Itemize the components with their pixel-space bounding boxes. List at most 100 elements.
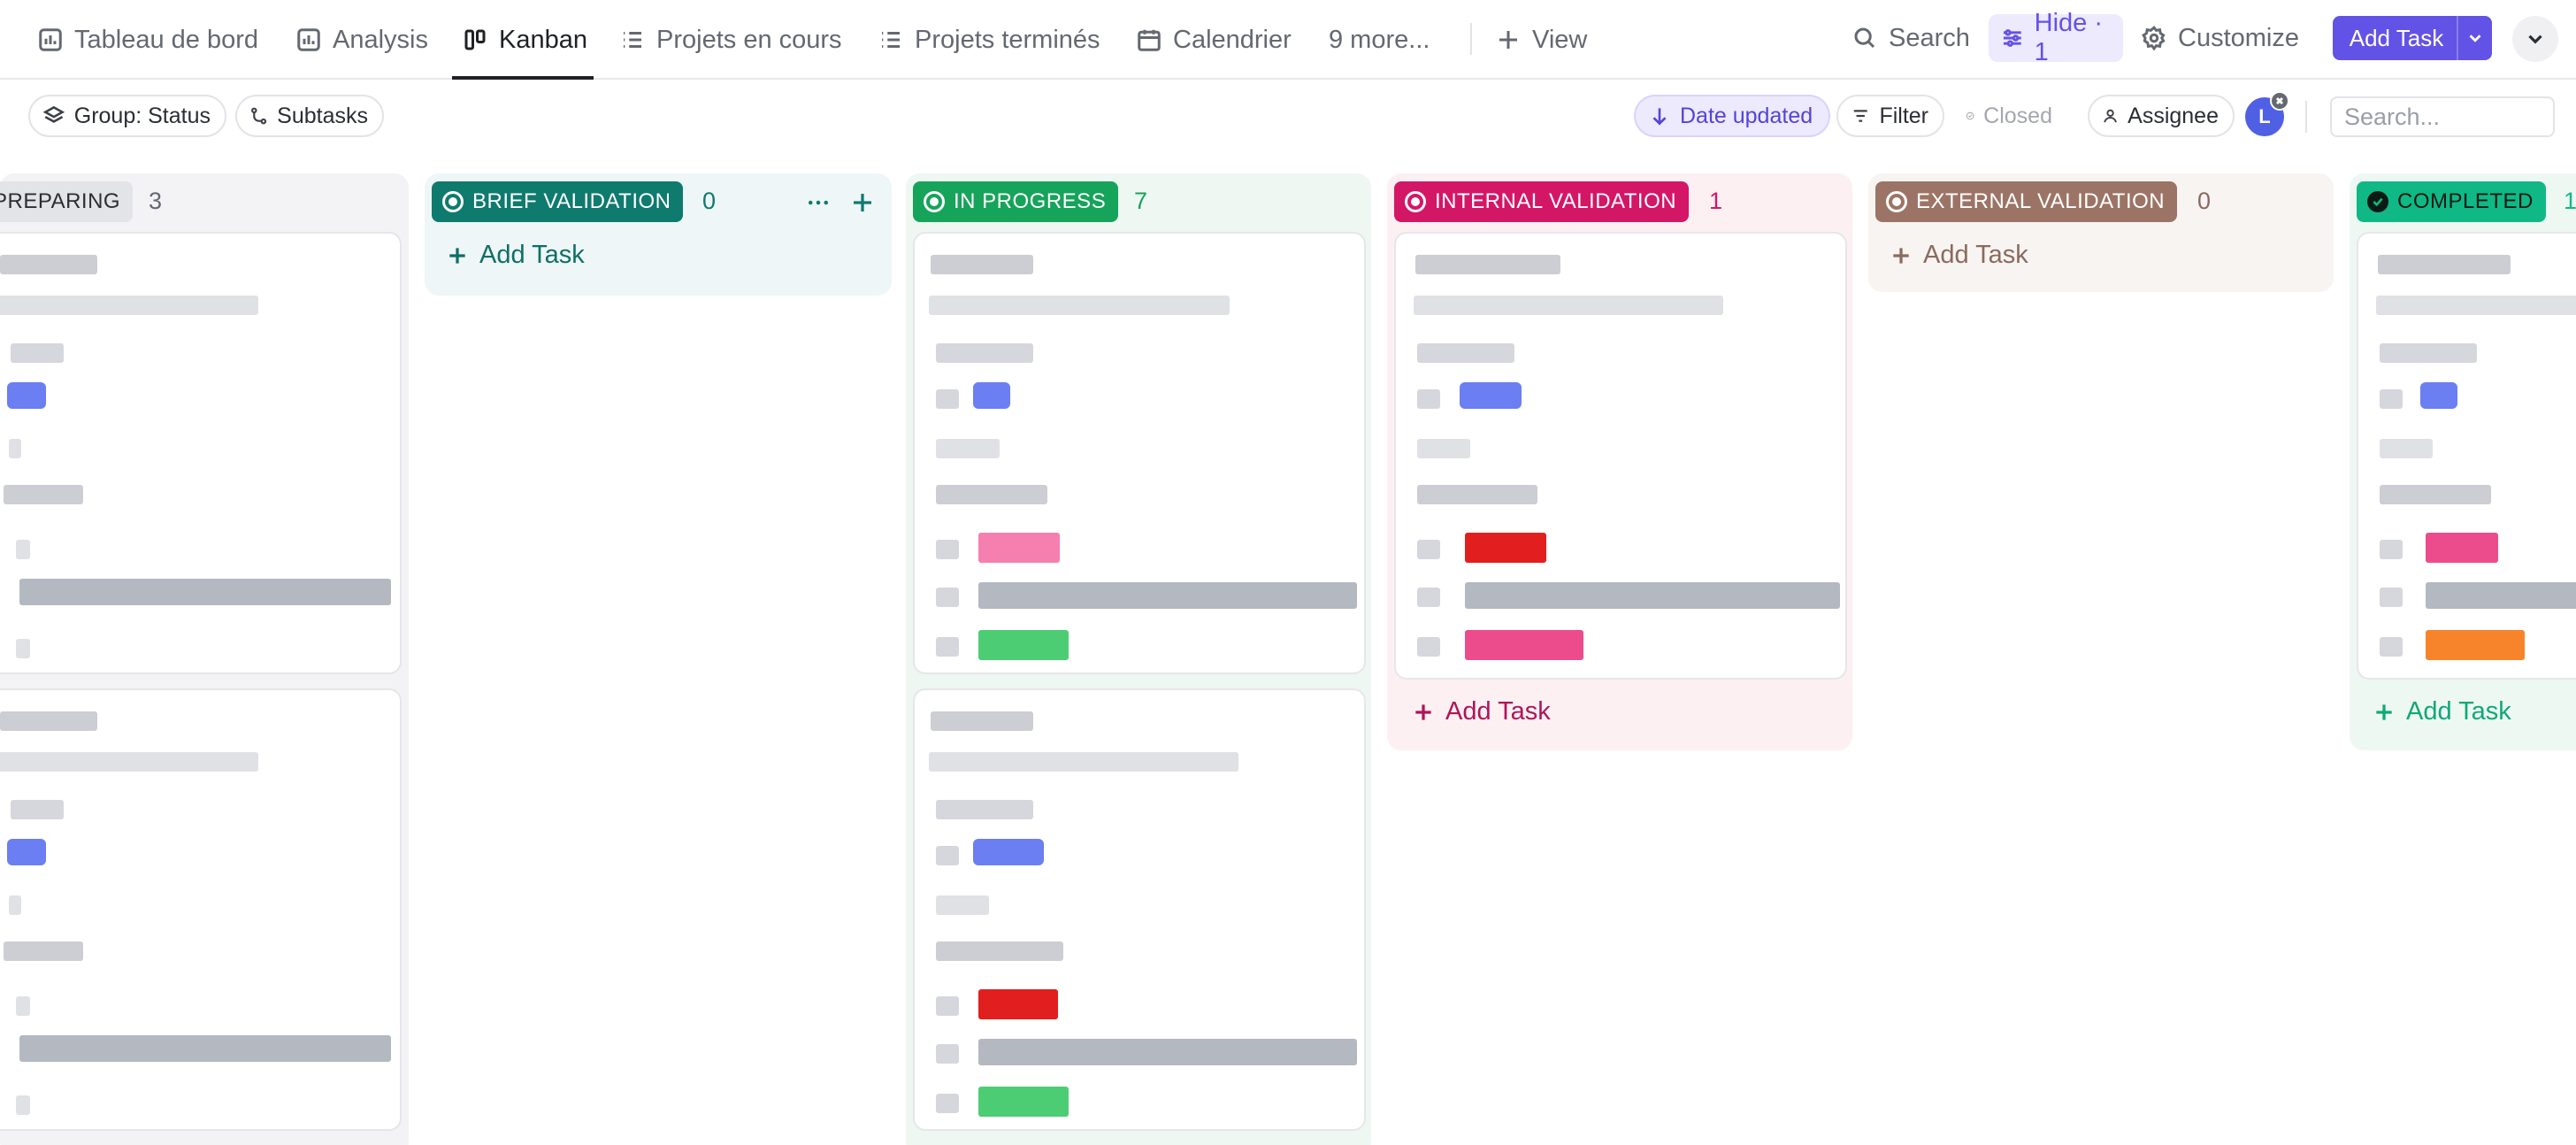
add-task-button[interactable]: Add Task (2333, 16, 2492, 60)
status-label: IN PROGRESS (954, 189, 1107, 213)
task-count: 0 (702, 188, 717, 214)
status-badge[interactable]: EXTERNAL VALIDATION (1875, 181, 2178, 222)
column-external-validation: EXTERNAL VALIDATION 0 Add Task (1868, 173, 2334, 292)
remove-avatar-filter-button[interactable] (2270, 91, 2289, 111)
status-badge[interactable]: PREPARING (0, 181, 134, 222)
column-header: INTERNAL VALIDATION 1 (1387, 173, 1852, 228)
status-badge[interactable]: INTERNAL VALIDATION (1394, 181, 1690, 222)
customize-label: Customize (2178, 23, 2299, 52)
search-button[interactable]: Search (1852, 0, 1970, 76)
sort-date-updated-button[interactable]: Date updated (1634, 95, 1830, 137)
status-badge[interactable]: COMPLETED (2357, 181, 2546, 222)
chevron-down-icon (2528, 35, 2542, 44)
tab-label: Kanban (499, 25, 587, 54)
column-completed: COMPLETED 1 Add Task (2350, 173, 2576, 750)
add-view-button[interactable]: View (1495, 0, 1587, 80)
status-circle-icon (924, 191, 945, 212)
tab-projets-en-cours[interactable]: Projets en cours (619, 0, 842, 80)
list-icon (882, 32, 900, 48)
filter-label: Filter (1879, 103, 1928, 128)
column-header: BRIEF VALIDATION 0 (425, 173, 892, 228)
board-icon (464, 29, 486, 50)
active-tab-indicator (452, 76, 594, 80)
task-count: 1 (1709, 188, 1723, 214)
status-label: EXTERNAL VALIDATION (1916, 189, 2166, 213)
collapse-toolbar-button[interactable] (2512, 16, 2558, 62)
layers-icon (42, 105, 65, 123)
tab-projets-termines[interactable]: Projets terminés (878, 0, 1100, 80)
hide-button[interactable]: Hide · 1 (1989, 9, 2123, 66)
check-circle-icon (2367, 191, 2388, 212)
task-card[interactable] (1394, 232, 1847, 680)
closed-label: Closed (1983, 103, 2052, 128)
gear-icon (2142, 25, 2166, 51)
task-count: 7 (1134, 188, 1148, 214)
calendar-icon (1138, 29, 1161, 51)
tab-label: Projets en cours (656, 25, 842, 54)
add-task-button[interactable]: Add Task (1412, 697, 1551, 726)
filter-button[interactable]: Filter (1836, 95, 1944, 137)
task-card[interactable] (0, 232, 402, 674)
subtasks-button[interactable]: Subtasks (235, 95, 384, 137)
task-count: 0 (2197, 188, 2212, 214)
board-search-input[interactable] (2330, 96, 2555, 137)
add-task-label: Add Task (2406, 697, 2511, 726)
user-icon (2104, 109, 2117, 123)
group-by-button[interactable]: Group: Status (28, 95, 226, 137)
tab-label: View (1532, 25, 1588, 54)
status-circle-icon (442, 191, 464, 212)
tab-label: 9 more... (1329, 25, 1430, 54)
status-label: BRIEF VALIDATION (472, 189, 671, 213)
divider (1470, 23, 1472, 55)
assignee-filter-button[interactable]: Assignee (2088, 95, 2235, 137)
status-label: INTERNAL VALIDATION (1435, 189, 1677, 213)
filter-icon (1853, 110, 1867, 122)
status-badge[interactable]: BRIEF VALIDATION (432, 181, 684, 222)
column-header: EXTERNAL VALIDATION 0 (1868, 173, 2334, 228)
status-circle-icon (1886, 191, 1907, 212)
add-task-dropdown[interactable] (2457, 16, 2492, 60)
customize-button[interactable]: Customize (2141, 0, 2299, 76)
plus-icon[interactable] (849, 189, 876, 216)
assignee-label: Assignee (2128, 103, 2219, 128)
task-count: 3 (149, 188, 163, 214)
more-views-tab[interactable]: 9 more... (1329, 0, 1430, 80)
add-task-button[interactable]: Add Task (446, 241, 585, 270)
add-task-label: Add Task (1923, 241, 2028, 269)
search-icon (1854, 27, 1875, 49)
column-in-progress: IN PROGRESS 7 (906, 173, 1371, 1145)
tab-analysis[interactable]: Analysis (295, 0, 428, 80)
tab-kanban[interactable]: Kanban (462, 0, 587, 80)
column-brief-validation: BRIEF VALIDATION 0 Add Task (425, 173, 892, 296)
tab-calendrier[interactable]: Calendrier (1136, 0, 1292, 80)
add-task-label: Add Task (1445, 697, 1551, 726)
divider (2305, 101, 2307, 133)
status-label: COMPLETED (2397, 189, 2534, 213)
list-icon (624, 32, 641, 48)
status-badge[interactable]: IN PROGRESS (913, 181, 1119, 222)
subtasks-label: Subtasks (277, 103, 368, 128)
tab-label: Calendrier (1173, 25, 1292, 54)
tab-label: Projets terminés (915, 25, 1100, 54)
hide-label: Hide · 1 (2034, 9, 2103, 66)
status-label: PREPARING (0, 189, 121, 213)
more-options-icon[interactable] (805, 189, 832, 216)
tab-label: Tableau de bord (74, 25, 258, 54)
bar-chart-icon (39, 28, 62, 51)
task-card[interactable] (913, 688, 1366, 1131)
task-card[interactable] (2357, 232, 2576, 680)
tab-tableau-de-bord[interactable]: Tableau de bord (37, 0, 258, 80)
add-task-button[interactable]: Add Task (1890, 241, 2028, 270)
sort-label: Date updated (1680, 103, 1813, 128)
add-task-label: Add Task (479, 241, 585, 269)
view-tab-bar: Tableau de bord Analysis Kanban Projets … (0, 0, 2576, 80)
search-label: Search (1889, 23, 1970, 52)
chevron-down-icon (2469, 35, 2481, 42)
plus-icon (1499, 31, 1517, 49)
task-card[interactable] (913, 232, 1366, 674)
add-task-button[interactable]: Add Task (2373, 697, 2511, 726)
show-closed-button[interactable]: Closed (1951, 95, 2068, 137)
status-circle-icon (1405, 191, 1426, 212)
arrow-down-icon (1652, 108, 1667, 126)
task-card[interactable] (0, 688, 402, 1131)
